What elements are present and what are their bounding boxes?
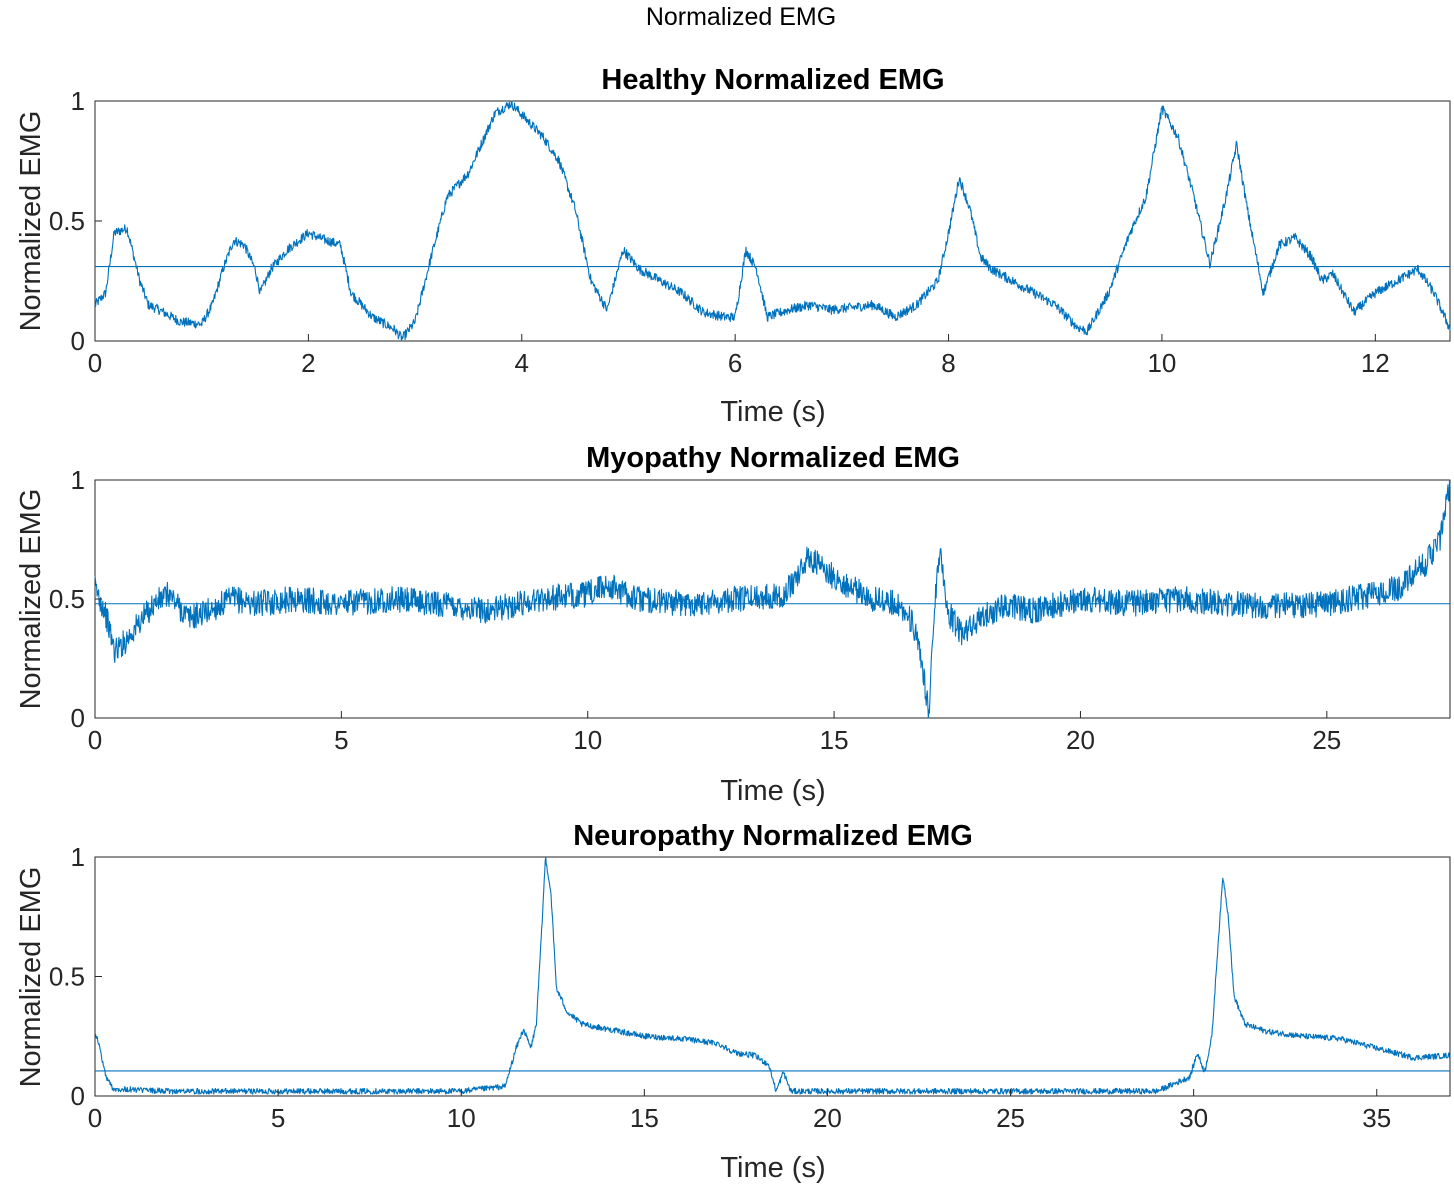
x-tick-label: 2 [301,348,315,378]
x-tick-label: 10 [573,725,602,755]
x-tick-label: 0 [88,348,102,378]
subplot-title: Myopathy Normalized EMG [586,442,960,474]
y-tick-label: 0 [71,1081,85,1111]
subplot-myopathy: Myopathy Normalized EMG Normalized EMG T… [15,442,960,807]
signal-line [94,479,1451,719]
subplot-healthy: Healthy Normalized EMG Normalized EMG Ti… [15,64,945,428]
signal-line [94,100,1451,342]
x-axis-label: Time (s) [720,396,825,428]
x-tick-label: 20 [813,1103,842,1133]
x-tick-label: 10 [1147,348,1176,378]
y-tick-label: 0.5 [49,206,85,236]
plot-area: 0 5 10 15 20 25 0 0.5 1 [49,465,1451,755]
x-tick-label: 35 [1362,1103,1391,1133]
x-tick-label: 15 [630,1103,659,1133]
y-tick-label: 0.5 [49,962,85,992]
signal-line [94,857,1451,1095]
y-tick-label: 1 [71,465,85,495]
x-tick-label: 5 [271,1103,285,1133]
x-tick-label: 10 [447,1103,476,1133]
x-tick-label: 0 [88,1103,102,1133]
x-axis-label: Time (s) [720,1152,825,1184]
figure-title: Normalized EMG [646,3,836,31]
subplot-title: Neuropathy Normalized EMG [573,820,973,852]
x-tick-label: 25 [996,1103,1025,1133]
x-tick-label: 30 [1179,1103,1208,1133]
subplot-title: Healthy Normalized EMG [601,64,944,96]
axes-box [94,100,1451,342]
x-axis-label: Time (s) [720,775,825,807]
y-tick-label: 0.5 [49,584,85,614]
y-tick-label: 0 [71,326,85,356]
x-tick-label: 8 [941,348,955,378]
plot-area: 0 2 4 6 8 10 12 0 0.5 1 [49,86,1451,378]
x-tick-label: 4 [515,348,529,378]
x-tick-label: 25 [1312,725,1341,755]
x-tick-label: 20 [1066,725,1095,755]
y-axis-label: Normalized EMG [15,489,47,710]
subplot-neuropathy: Neuropathy Normalized EMG Normalized EMG… [15,820,973,1184]
y-tick-label: 1 [71,842,85,872]
x-tick-label: 5 [334,725,348,755]
x-tick-label: 6 [728,348,742,378]
plot-area: 0 5 10 15 20 25 30 35 0 0.5 1 [49,842,1451,1133]
x-tick-label: 12 [1361,348,1390,378]
y-tick-label: 1 [71,86,85,116]
y-axis-label: Normalized EMG [15,867,47,1088]
y-axis-label: Normalized EMG [15,111,47,332]
axes-box [94,856,1451,1097]
y-tick-label: 0 [71,703,85,733]
x-tick-label: 0 [88,725,102,755]
x-tick-label: 15 [820,725,849,755]
